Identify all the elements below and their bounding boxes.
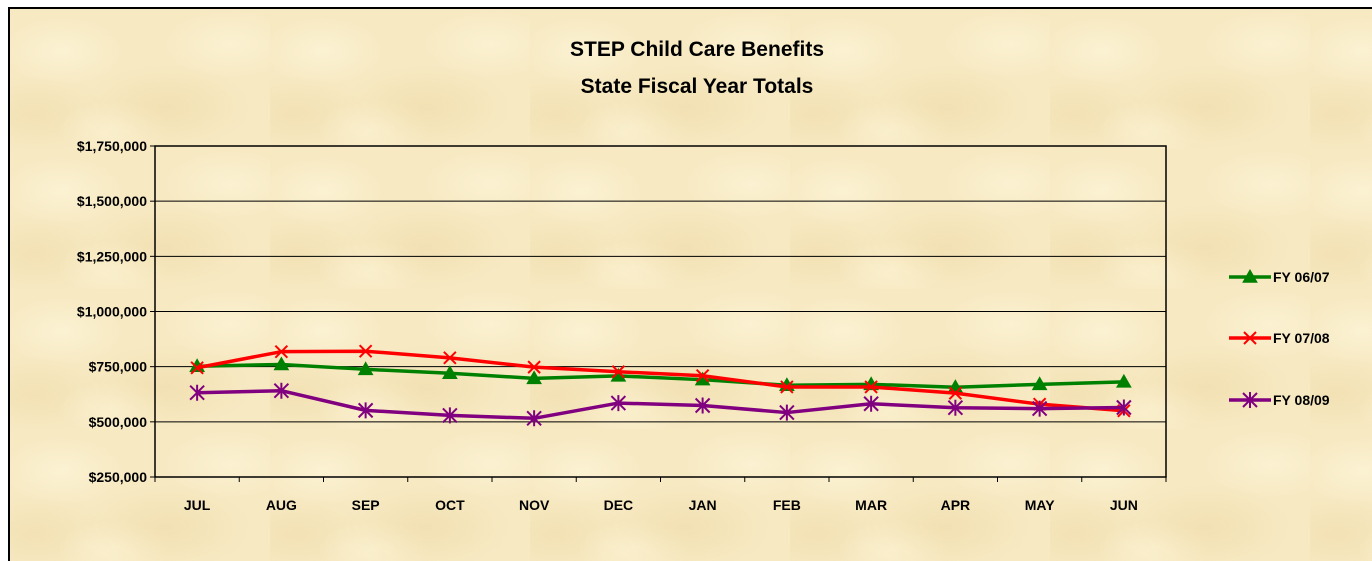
data-point-3 <box>357 402 374 419</box>
data-point-1 <box>1116 373 1132 388</box>
legend-marker-2 <box>1243 331 1257 345</box>
data-point-3 <box>610 395 627 412</box>
data-point-2 <box>948 386 963 400</box>
x-tick-label: JUL <box>184 497 211 513</box>
legend-label-1: FY 06/07 <box>1273 269 1330 285</box>
data-point-1 <box>442 365 458 380</box>
y-tick-label: $750,000 <box>89 359 148 375</box>
y-tick-label: $1,750,000 <box>77 138 147 154</box>
chart-subtitle: State Fiscal Year Totals <box>580 75 814 98</box>
data-point-1 <box>357 361 374 376</box>
series-line-2 <box>196 349 1125 413</box>
x-tick-label: MAR <box>855 497 887 513</box>
data-point-3 <box>1031 400 1048 417</box>
x-tick-label: MAY <box>1025 497 1055 513</box>
x-tick-label: FEB <box>773 497 801 513</box>
data-point-3 <box>863 395 879 412</box>
series-line-1 <box>197 362 1124 389</box>
data-point-3 <box>694 397 711 414</box>
data-point-2 <box>864 380 878 394</box>
data-point-3 <box>1116 399 1132 416</box>
y-tick-label: $250,000 <box>89 469 148 485</box>
data-point-2 <box>358 344 373 358</box>
legend-label-3: FY 08/09 <box>1273 392 1330 408</box>
x-tick-label: JUN <box>1110 497 1138 513</box>
data-point-2 <box>611 365 626 379</box>
data-point-2 <box>695 369 710 383</box>
data-point-1 <box>1031 376 1048 391</box>
data-point-3 <box>947 399 964 416</box>
x-tick-label: DEC <box>604 497 634 513</box>
legend-label-2: FY 07/08 <box>1273 330 1330 346</box>
legend-marker-1 <box>1242 268 1258 283</box>
legend-marker-3 <box>1242 392 1258 408</box>
y-tick-label: $1,250,000 <box>77 248 147 264</box>
data-point-2 <box>780 380 794 394</box>
series-line-3 <box>197 388 1124 421</box>
x-tick-label: NOV <box>519 497 550 513</box>
x-tick-label: JAN <box>689 497 717 513</box>
x-tick-label: SEP <box>352 497 380 513</box>
data-point-2 <box>190 361 204 375</box>
data-point-1 <box>526 370 542 385</box>
data-point-3 <box>526 410 542 427</box>
chart-frame <box>8 7 1372 561</box>
data-point-3 <box>442 407 458 424</box>
x-tick-label: APR <box>941 497 971 513</box>
data-point-1 <box>273 356 290 371</box>
data-point-2 <box>274 344 289 359</box>
data-point-2 <box>443 351 457 365</box>
data-point-3 <box>779 404 795 421</box>
y-tick-label: $1,000,000 <box>77 304 147 320</box>
chart-title: STEP Child Care Benefits <box>569 38 824 61</box>
y-tick-label: $1,500,000 <box>77 193 147 209</box>
x-tick-label: AUG <box>266 497 297 513</box>
data-point-3 <box>189 384 205 401</box>
data-point-3 <box>273 382 290 399</box>
x-tick-label: OCT <box>435 497 465 513</box>
data-point-2 <box>527 360 541 374</box>
y-tick-label: $500,000 <box>89 414 148 430</box>
